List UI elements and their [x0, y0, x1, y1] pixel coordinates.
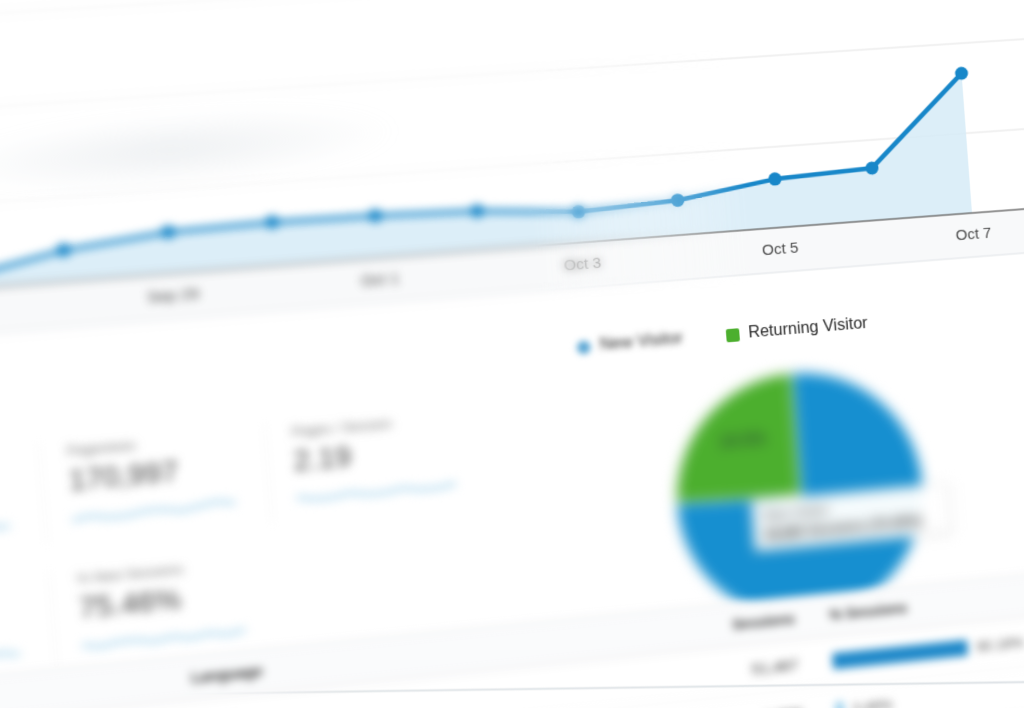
- metric-value: 75.46%: [78, 578, 244, 626]
- photo-stage: Sep 27Sep 29Oct 1Oct 3Oct 5Oct 7 Sep 27S…: [0, 0, 1024, 708]
- legend-item-new-visitor[interactable]: New Visitor: [576, 330, 683, 357]
- returning-visitor-marker-icon: [725, 328, 739, 342]
- metric-card-pageviews: Pageviews 170,997: [39, 427, 265, 542]
- line-chart-svg: Sep 27Sep 29Oct 1Oct 3Oct 5Oct 7: [0, 0, 1024, 355]
- metric-sparkline: [296, 472, 457, 513]
- pct-sessions-cell: 90.18%: [832, 629, 1024, 669]
- x-axis-label: Oct 1: [361, 270, 400, 290]
- sessions-value: 51,487: [613, 656, 798, 692]
- pct-sessions-value: 90.18%: [976, 634, 1024, 655]
- table-header-sessions[interactable]: Sessions: [610, 610, 795, 644]
- legend-label-new-visitor: New Visitor: [599, 330, 683, 355]
- metric-value: 170,997: [68, 451, 234, 498]
- table-header-pct-sessions[interactable]: % Sessions: [828, 584, 1024, 623]
- line-chart-sharp-region: Sep 27Sep 29Oct 1Oct 3Oct 5Oct 7: [0, 0, 1024, 355]
- pct-sessions-value: 3.48%: [852, 697, 893, 708]
- legend-label-returning-visitor: Returning Visitor: [748, 315, 869, 343]
- pct-sessions-bar: [832, 640, 968, 670]
- x-axis-label: Oct 7: [955, 225, 992, 244]
- new-visitor-marker-icon: [576, 340, 590, 354]
- metric-card-pages-session: Pages / Session 2.19: [264, 408, 485, 521]
- legend-item-returning-visitor[interactable]: Returning Visitor: [725, 315, 868, 345]
- analytics-dashboard: Sep 27Sep 29Oct 1Oct 3Oct 5Oct 7 Sep 27S…: [0, 0, 1024, 708]
- x-axis-label: Oct 5: [761, 240, 799, 259]
- pct-sessions-bar: [836, 702, 844, 708]
- x-axis-label: Oct 3: [563, 255, 601, 275]
- pct-sessions-cell: 3.48%: [836, 678, 1024, 708]
- sessions-line-chart: Sep 27Sep 29Oct 1Oct 3Oct 5Oct 7 Sep 27S…: [0, 0, 1024, 355]
- metric-sparkline: [0, 511, 10, 553]
- metric-value: 2.19: [293, 432, 455, 478]
- table-header-language[interactable]: Language: [191, 663, 264, 687]
- metric-card-users: Users 12,661: [0, 446, 40, 560]
- metric-sparkline: [71, 492, 236, 534]
